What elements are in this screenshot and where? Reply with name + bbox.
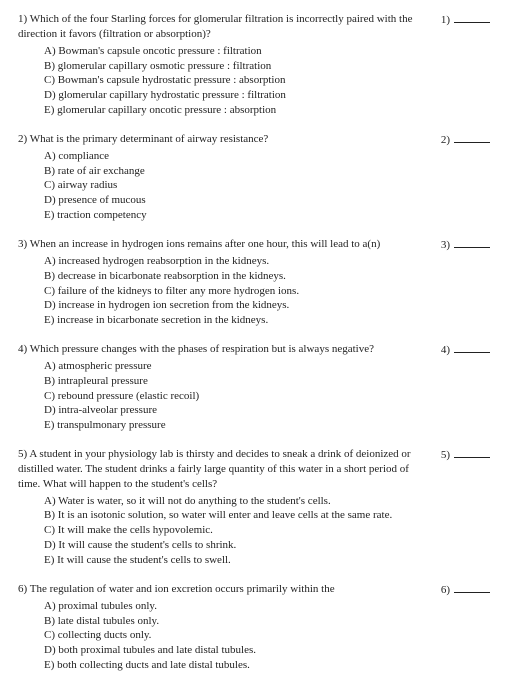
choice: C) failure of the kidneys to filter any …: [44, 284, 430, 299]
choice: D) presence of mucous: [44, 193, 430, 208]
question-list: 1)1) Which of the four Starling forces f…: [18, 12, 490, 673]
choice: A) compliance: [44, 149, 430, 164]
question-number: 6): [18, 583, 27, 595]
answer-blank[interactable]: [454, 12, 490, 23]
choice: B) rate of air exchange: [44, 164, 430, 179]
question-text: Which of the four Starling forces for gl…: [18, 13, 412, 40]
choice: E) increase in bicarbonate secretion in …: [44, 313, 430, 328]
answer-slot-number: 1): [441, 14, 450, 26]
question: 3)3) When an increase in hydrogen ions r…: [18, 237, 490, 328]
answer-slot-number: 5): [441, 449, 450, 461]
question-number: 5): [18, 448, 27, 460]
answer-blank[interactable]: [454, 447, 490, 458]
choice: C) Bowman's capsule hydrostatic pressure…: [44, 73, 430, 88]
choice: B) decrease in bicarbonate reabsorption …: [44, 269, 430, 284]
choice: D) It will cause the student's cells to …: [44, 538, 430, 553]
question-number: 3): [18, 238, 27, 250]
choice-list: A) proximal tubules only.B) late distal …: [44, 599, 430, 673]
question-number: 4): [18, 343, 27, 355]
question: 2)2) What is the primary determinant of …: [18, 132, 490, 223]
answer-slot-number: 4): [441, 344, 450, 356]
choice: A) increased hydrogen reabsorption in th…: [44, 254, 430, 269]
choice: D) both proximal tubules and late distal…: [44, 643, 430, 658]
choice: D) increase in hydrogen ion secretion fr…: [44, 298, 430, 313]
answer-slot: 5): [441, 447, 490, 463]
choice-list: A) atmospheric pressureB) intrapleural p…: [44, 359, 430, 433]
question: 1)1) Which of the four Starling forces f…: [18, 12, 490, 118]
choice: A) atmospheric pressure: [44, 359, 430, 374]
answer-blank[interactable]: [454, 342, 490, 353]
answer-slot-number: 2): [441, 134, 450, 146]
choice: C) rebound pressure (elastic recoil): [44, 389, 430, 404]
question-number: 1): [18, 13, 27, 25]
choice-list: A) increased hydrogen reabsorption in th…: [44, 254, 430, 328]
choice: B) It is an isotonic solution, so water …: [44, 508, 430, 523]
choice: E) transpulmonary pressure: [44, 418, 430, 433]
answer-blank[interactable]: [454, 582, 490, 593]
question-stem: 2) What is the primary determinant of ai…: [18, 132, 430, 147]
choice: E) traction competency: [44, 208, 430, 223]
question-text: A student in your physiology lab is thir…: [18, 448, 411, 490]
answer-blank[interactable]: [454, 237, 490, 248]
question-number: 2): [18, 133, 27, 145]
answer-slot: 4): [441, 342, 490, 358]
question-stem: 3) When an increase in hydrogen ions rem…: [18, 237, 430, 252]
choice-list: A) complianceB) rate of air exchangeC) a…: [44, 149, 430, 223]
question-text: When an increase in hydrogen ions remain…: [30, 238, 381, 250]
choice: A) proximal tubules only.: [44, 599, 430, 614]
question-text: The regulation of water and ion excretio…: [30, 583, 335, 595]
answer-slot-number: 3): [441, 239, 450, 251]
choice: B) intrapleural pressure: [44, 374, 430, 389]
answer-slot: 2): [441, 132, 490, 148]
choice: C) airway radius: [44, 178, 430, 193]
choice: A) Bowman's capsule oncotic pressure : f…: [44, 44, 430, 59]
choice: D) glomerular capillary hydrostatic pres…: [44, 88, 430, 103]
choice-list: A) Bowman's capsule oncotic pressure : f…: [44, 44, 430, 118]
choice: A) Water is water, so it will not do any…: [44, 494, 430, 509]
answer-slot-number: 6): [441, 584, 450, 596]
choice: E) both collecting ducts and late distal…: [44, 658, 430, 673]
choice: B) late distal tubules only.: [44, 614, 430, 629]
choice: C) collecting ducts only.: [44, 628, 430, 643]
answer-slot: 3): [441, 237, 490, 253]
question-stem: 1) Which of the four Starling forces for…: [18, 12, 430, 42]
choice: B) glomerular capillary osmotic pressure…: [44, 59, 430, 74]
question: 5)5) A student in your physiology lab is…: [18, 447, 490, 568]
answer-blank[interactable]: [454, 132, 490, 143]
question-text: What is the primary determinant of airwa…: [30, 133, 269, 145]
question-stem: 6) The regulation of water and ion excre…: [18, 582, 430, 597]
answer-slot: 1): [441, 12, 490, 28]
choice: D) intra-alveolar pressure: [44, 403, 430, 418]
question: 4)4) Which pressure changes with the pha…: [18, 342, 490, 433]
question-text: Which pressure changes with the phases o…: [30, 343, 374, 355]
answer-slot: 6): [441, 582, 490, 598]
question: 6)6) The regulation of water and ion exc…: [18, 582, 490, 673]
question-stem: 5) A student in your physiology lab is t…: [18, 447, 430, 492]
question-stem: 4) Which pressure changes with the phase…: [18, 342, 430, 357]
choice: E) glomerular capillary oncotic pressure…: [44, 103, 430, 118]
choice: E) It will cause the student's cells to …: [44, 553, 430, 568]
choice: C) It will make the cells hypovolemic.: [44, 523, 430, 538]
